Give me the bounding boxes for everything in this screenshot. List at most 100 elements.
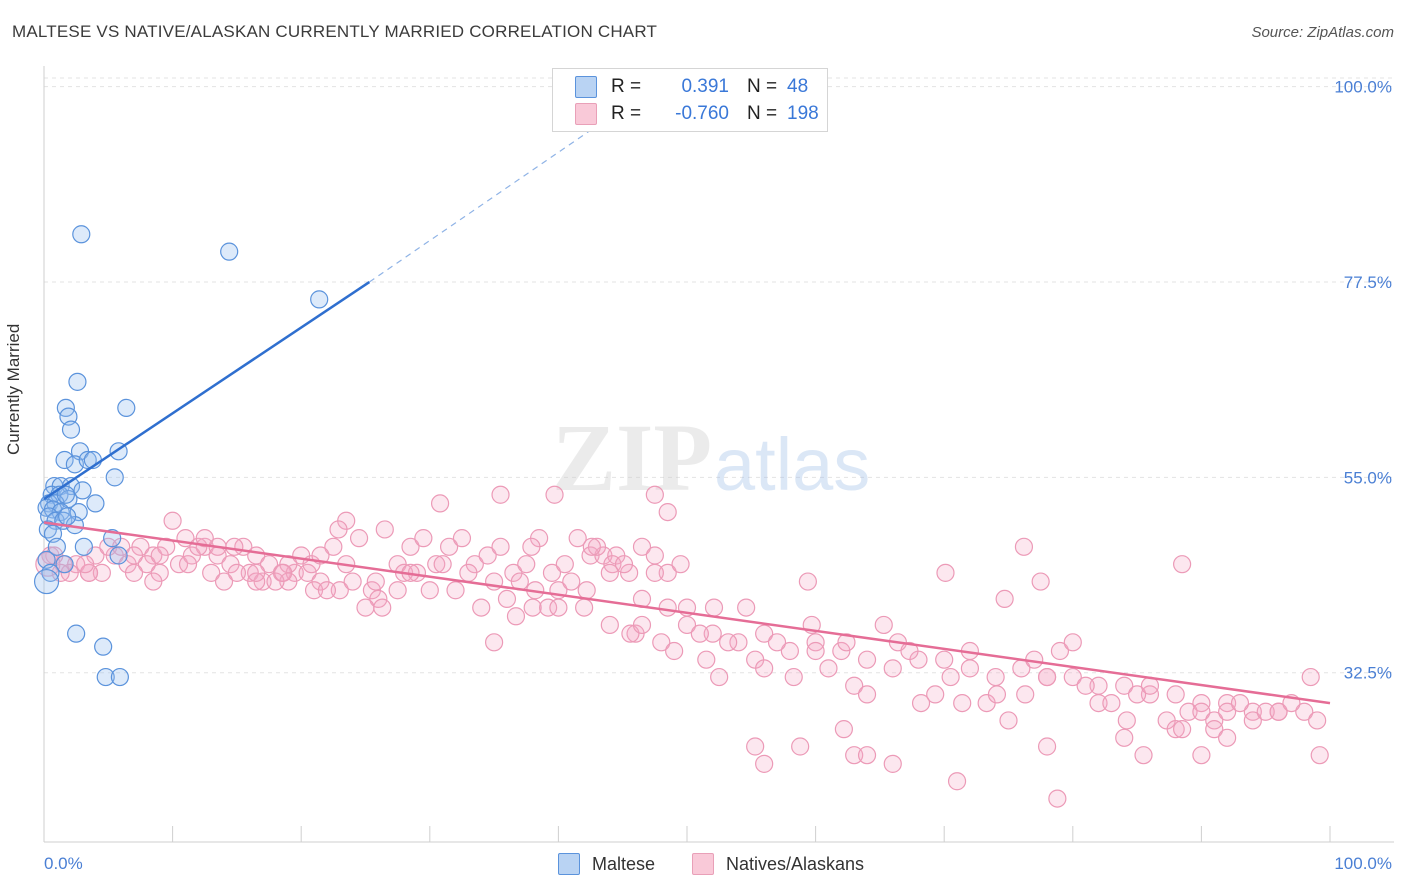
natives-alaskans-point <box>542 563 562 582</box>
natives-alaskans-point <box>568 529 587 548</box>
natives-alaskans-point <box>1256 702 1275 721</box>
natives-alaskans-point <box>497 589 517 609</box>
natives-alaskans-point <box>1243 711 1262 730</box>
maltese-point <box>86 494 105 513</box>
natives-alaskans-point <box>1016 685 1035 704</box>
natives-alaskans-point <box>1014 537 1034 556</box>
natives-alaskans-point <box>986 667 1005 687</box>
natives-alaskans-point <box>900 641 919 661</box>
natives-alaskans-point <box>632 537 652 556</box>
natives-alaskans-point <box>472 598 491 617</box>
natives-alaskans-point <box>430 494 450 513</box>
natives-alaskans-point <box>1230 693 1250 713</box>
y-tick-label: 32.5% <box>1344 664 1392 683</box>
natives-alaskans-point <box>577 581 596 600</box>
source-label: Source: ZipAtlas.com <box>1251 24 1394 41</box>
axes <box>43 66 1394 843</box>
natives-alaskans-point <box>1192 746 1211 765</box>
natives-alaskans-point <box>755 659 774 678</box>
maltese-point <box>94 637 113 656</box>
legend-n-value: 198 <box>787 103 819 124</box>
natives-alaskans-point <box>549 598 568 617</box>
natives-alaskans-point <box>953 693 972 713</box>
natives-alaskans-point <box>857 650 877 669</box>
natives-alaskans-point <box>446 581 465 600</box>
natives-alaskans-point <box>791 737 810 756</box>
natives-alaskans-point <box>936 563 955 582</box>
natives-alaskans-point <box>562 572 581 591</box>
legend-swatch-natives <box>575 103 597 125</box>
maltese-point <box>55 450 74 470</box>
bottom-legend-swatch-maltese <box>558 853 580 875</box>
natives-alaskans-point <box>227 563 246 582</box>
maltese-point <box>105 468 124 487</box>
watermark-zip: ZIP <box>552 404 712 511</box>
maltese-point <box>68 372 87 391</box>
maltese-point <box>310 290 329 309</box>
natives-alaskans-point <box>539 598 558 617</box>
natives-alaskans-point <box>780 641 799 661</box>
legend-row-natives: R = -0.760 N = 198 <box>575 102 819 126</box>
natives-alaskans-point <box>369 589 388 609</box>
natives-alaskans-point <box>124 546 144 565</box>
natives-alaskans-point <box>614 555 634 574</box>
natives-alaskans-point <box>690 624 709 643</box>
natives-alaskans-point <box>202 563 221 582</box>
legend-r-label: R = <box>611 76 642 97</box>
natives-alaskans-point <box>317 581 337 600</box>
legend-swatch-maltese <box>575 76 597 98</box>
natives-alaskans-point <box>517 555 536 574</box>
natives-alaskans-point <box>671 555 690 574</box>
natives-alaskans-point <box>857 685 877 704</box>
natives-alaskans-point <box>163 511 182 530</box>
maltese-point <box>96 667 115 687</box>
natives-alaskans-point <box>704 598 724 617</box>
natives-alaskans-point <box>1295 702 1314 721</box>
natives-alaskans-point <box>349 529 369 548</box>
natives-alaskans-point <box>375 520 394 539</box>
bottom-legend-maltese: Maltese <box>558 852 655 876</box>
natives-alaskans-point <box>857 746 877 765</box>
natives-alaskans-point <box>1117 711 1136 730</box>
natives-alaskans-point <box>837 633 856 652</box>
natives-alaskans-point <box>1031 572 1050 591</box>
natives-alaskans-point <box>491 485 510 504</box>
natives-alaskans-point <box>330 581 349 600</box>
natives-alaskans-point <box>941 667 960 687</box>
natives-alaskans-point <box>729 633 748 652</box>
maltese-point <box>117 398 136 418</box>
maltese-point <box>33 568 60 595</box>
maltese-point <box>61 420 81 439</box>
natives-alaskans-point <box>1102 693 1121 713</box>
natives-alaskans-point <box>767 633 787 652</box>
maltese-point <box>55 555 74 574</box>
natives-alaskans-point <box>1166 720 1185 739</box>
natives-alaskans-point <box>947 772 967 791</box>
bottom-legend-swatch-natives <box>692 853 714 875</box>
maltese-points <box>33 225 329 687</box>
natives-alaskans-point <box>845 746 864 765</box>
watermark: ZIP atlas <box>552 404 870 511</box>
natives-alaskans-point <box>995 589 1014 609</box>
natives-alaskans-point <box>665 641 684 661</box>
natives-alaskans-point <box>51 563 70 582</box>
natives-alaskans-point <box>485 633 504 652</box>
maltese-point <box>58 507 77 526</box>
natives-alaskans-point <box>600 615 619 635</box>
maltese-point <box>41 563 60 582</box>
natives-alaskans-point <box>459 563 478 582</box>
natives-alaskans-point <box>144 572 163 591</box>
natives-alaskans-point <box>329 520 348 539</box>
natives-alaskans-point <box>883 659 902 678</box>
natives-alaskans-point <box>1050 641 1070 661</box>
bottom-legend-natives: Natives/Alaskans <box>692 852 864 876</box>
natives-alaskans-point <box>755 754 774 773</box>
natives-alaskans-point <box>439 537 459 556</box>
natives-alaskans-point <box>658 502 677 522</box>
natives-alaskans-point <box>304 581 324 600</box>
grid-lines <box>44 77 1394 674</box>
natives-alaskans-point <box>324 537 343 556</box>
natives-alaskans-point <box>1063 633 1082 652</box>
watermark-atlas: atlas <box>714 423 870 506</box>
natives-alaskans-point <box>1205 720 1224 739</box>
